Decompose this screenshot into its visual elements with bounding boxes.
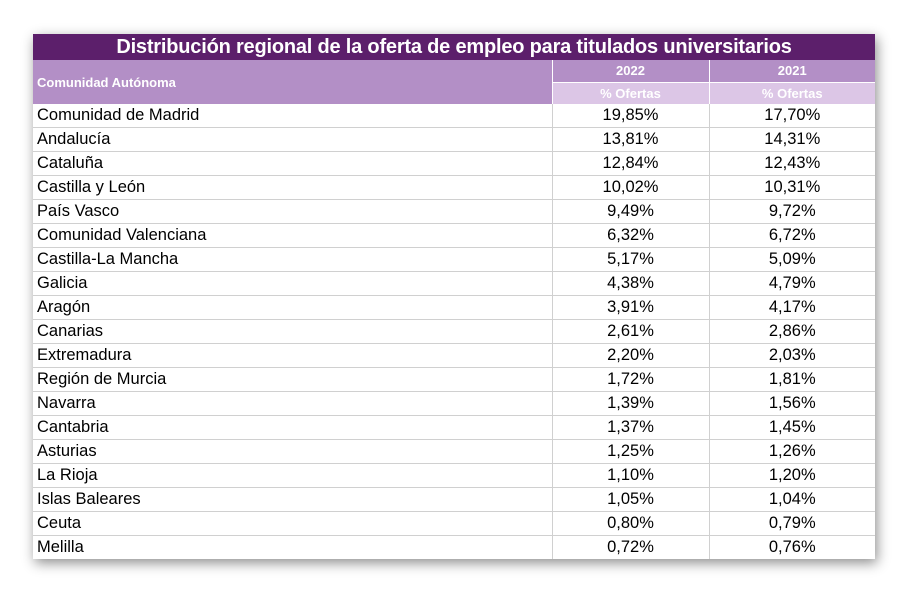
column-subheader-2022: % Ofertas — [551, 82, 709, 104]
column-header-2022: 2022 — [551, 60, 709, 83]
column-header-2021: 2021 — [708, 60, 876, 83]
region-cell: Región de Murcia — [33, 367, 553, 392]
region-cell: Asturias — [33, 439, 553, 464]
value-2022-cell: 4,38% — [552, 271, 710, 296]
value-2021-cell: 10,31% — [709, 175, 876, 200]
regional-offers-table: Distribución regional de la oferta de em… — [33, 34, 876, 559]
value-2022-cell: 12,84% — [552, 151, 710, 176]
value-2021-cell: 17,70% — [764, 106, 821, 124]
value-2021-cell: 0,79% — [709, 511, 876, 536]
value-2021-cell: 1,20% — [709, 463, 876, 488]
value-2022-cell: 1,39% — [552, 391, 710, 416]
value-2022-cell: 2,20% — [552, 343, 710, 368]
table-row: Andalucía 13,81% 14,31% — [33, 127, 876, 152]
header-sub-row: % Ofertas % Ofertas — [33, 82, 876, 104]
value-2022-cell: 13,81% — [552, 127, 710, 152]
value-2022-cell: 2,61% — [552, 319, 710, 344]
table-row: Islas Baleares 1,05% 1,04% — [33, 487, 876, 512]
value-2021-cell: 6,72% — [709, 223, 876, 248]
table-row: La Rioja 1,10% 1,20% — [33, 463, 876, 488]
table-row: Comunidad de Madrid 19,85% 17,70% — [33, 104, 875, 128]
value-2021-cell: 1,81% — [709, 367, 876, 392]
region-cell: Ceuta — [33, 511, 553, 536]
table-row: Canarias 2,61% 2,86% — [33, 319, 876, 344]
region-cell: Cataluña — [33, 151, 553, 176]
value-2022-cell: 19,85% — [552, 104, 710, 128]
table-row: Comunidad Valenciana 6,32% 6,72% — [33, 223, 876, 248]
region-cell: Galicia — [33, 271, 553, 296]
value-2021-cell: 4,79% — [709, 271, 876, 296]
region-cell: Andalucía — [33, 127, 553, 152]
region-cell: Extremadura — [33, 343, 553, 368]
value-2022-cell: 3,91% — [552, 295, 710, 320]
title-row: Distribución regional de la oferta de em… — [33, 34, 876, 60]
value-2022-cell: 1,10% — [552, 463, 710, 488]
value-2021-cell: 0,76% — [709, 535, 876, 559]
value-2022-cell: 0,72% — [552, 535, 710, 559]
region-cell: País Vasco — [33, 199, 553, 224]
value-2021-cell: 2,03% — [709, 343, 876, 368]
table-row: Navarra 1,39% 1,56% — [33, 391, 876, 416]
table-row: Región de Murcia 1,72% 1,81% — [33, 367, 876, 392]
table-row: Castilla y León 10,02% 10,31% — [33, 175, 876, 200]
value-2021-cell: 1,04% — [709, 487, 876, 512]
table-row: Cantabria 1,37% 1,45% — [33, 415, 876, 440]
region-cell: Navarra — [33, 391, 553, 416]
value-2022-cell: 1,05% — [552, 487, 710, 512]
table-row: País Vasco 9,49% 9,72% — [33, 199, 876, 224]
value-2021-cell: 1,56% — [709, 391, 876, 416]
table-row: Aragón 3,91% 4,17% — [33, 295, 876, 320]
region-cell: Comunidad de Madrid — [33, 104, 553, 128]
table-row: Cataluña 12,84% 12,43% — [33, 151, 876, 176]
region-cell: Canarias — [33, 319, 553, 344]
region-cell: Melilla — [33, 535, 553, 559]
value-2021-cell: 5,09% — [709, 247, 876, 272]
header-year-row: Comunidad Autónoma 2022 2021 — [33, 60, 876, 104]
value-2021-cell: 14,31% — [709, 127, 876, 152]
region-cell: Cantabria — [33, 415, 553, 440]
region-cell: Comunidad Valenciana — [33, 223, 553, 248]
value-2022-cell: 10,02% — [552, 175, 710, 200]
value-2021-cell: 1,45% — [709, 415, 876, 440]
value-2022-cell: 5,17% — [552, 247, 710, 272]
data-table-card: Distribución regional de la oferta de em… — [33, 34, 876, 559]
region-cell: La Rioja — [33, 463, 553, 488]
value-2022-cell: 9,49% — [552, 199, 710, 224]
column-subheader-2021: % Ofertas — [708, 82, 876, 104]
region-cell: Castilla-La Mancha — [33, 247, 553, 272]
table-row: Ceuta 0,80% 0,79% — [33, 511, 876, 536]
value-2022-cell: 1,72% — [552, 367, 710, 392]
region-cell: Castilla y León — [33, 175, 553, 200]
value-2022-cell: 1,25% — [552, 439, 710, 464]
value-2021-cell: 4,17% — [709, 295, 876, 320]
value-2021-cell: 2,86% — [709, 319, 876, 344]
value-2021-cell: 12,43% — [709, 151, 876, 176]
value-2021-cell: 9,72% — [709, 199, 876, 224]
value-2022-cell: 1,37% — [552, 415, 710, 440]
value-2022-cell: 6,32% — [552, 223, 710, 248]
table-row: Melilla 0,72% 0,76% — [33, 535, 876, 559]
table-row: Asturias 1,25% 1,26% — [33, 439, 876, 464]
value-2022-cell: 0,80% — [552, 511, 710, 536]
region-cell: Islas Baleares — [33, 487, 553, 512]
table-row: Extremadura 2,20% 2,03% — [33, 343, 876, 368]
table-title: Distribución regional de la oferta de em… — [33, 34, 876, 60]
value-2021-cell: 1,26% — [709, 439, 876, 464]
table-body: Comunidad de Madrid 19,85% 17,70% Andalucía… — [33, 104, 876, 559]
table-row: Galicia 4,38% 4,79% — [33, 271, 876, 296]
table-row: Castilla-La Mancha 5,17% 5,09% — [33, 247, 876, 272]
region-cell: Aragón — [33, 295, 553, 320]
column-header-region: Comunidad Autónoma — [33, 60, 553, 104]
